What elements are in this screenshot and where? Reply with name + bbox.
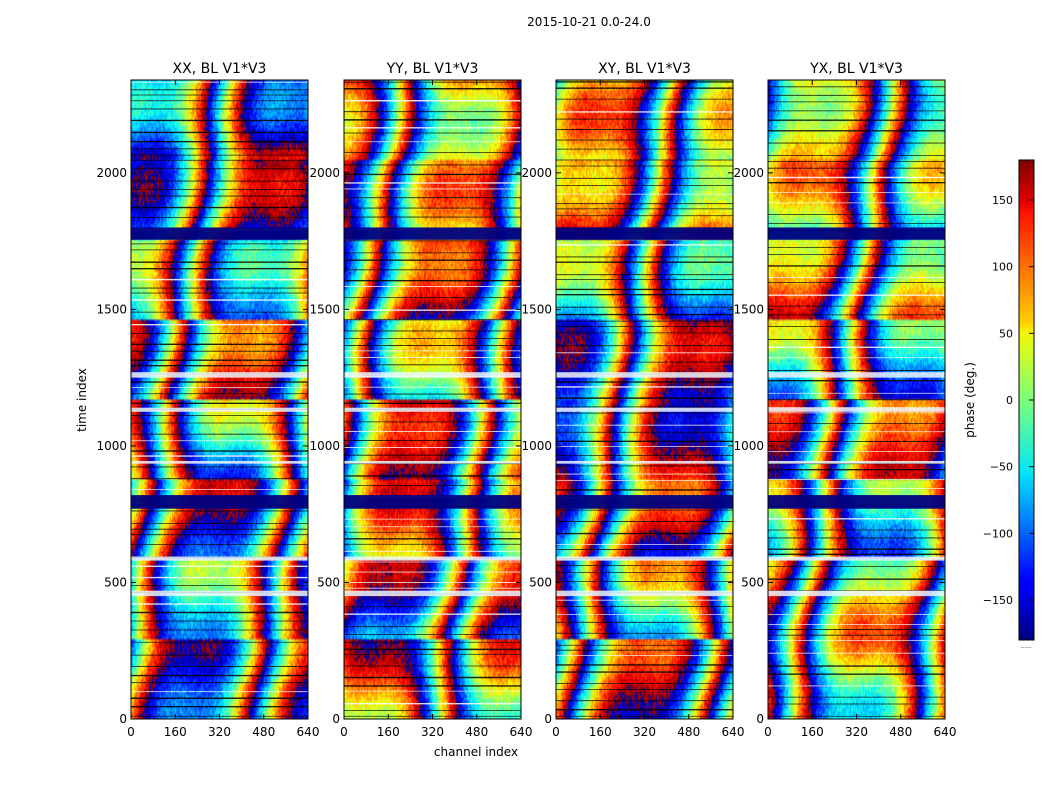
flagged-band bbox=[768, 372, 945, 378]
colorbar-tick-label: 0 bbox=[1006, 394, 1013, 407]
flagged-band bbox=[768, 495, 945, 509]
flagged-band bbox=[131, 407, 308, 412]
y-tick-label: 2000 bbox=[733, 166, 764, 180]
colorbar-tick-label: 150 bbox=[992, 194, 1013, 207]
colorbar-label: phase (deg.) bbox=[963, 362, 977, 438]
x-tick-label: 480 bbox=[889, 725, 912, 739]
colorbar-tick-label: 50 bbox=[999, 327, 1013, 340]
flagged-band bbox=[344, 372, 521, 378]
y-tick-label: 1000 bbox=[309, 439, 340, 453]
y-tick-label: 1000 bbox=[733, 439, 764, 453]
x-tick-label: 480 bbox=[252, 725, 275, 739]
x-tick-label: 320 bbox=[845, 725, 868, 739]
y-tick-label: 2000 bbox=[521, 166, 552, 180]
y-tick-label: 2000 bbox=[96, 166, 127, 180]
flagged-band bbox=[556, 495, 733, 509]
flagged-band bbox=[768, 590, 945, 597]
flagged-band bbox=[131, 227, 308, 240]
x-tick-label: 0 bbox=[552, 725, 560, 739]
panel-2: YY, BL V1*V3 0 160 320 480 640 0 500 1000 1500 200… bbox=[309, 61, 532, 739]
y-tick-label: 1500 bbox=[733, 302, 764, 316]
x-tick-label: 640 bbox=[722, 725, 745, 739]
flagged-band bbox=[131, 372, 308, 378]
x-tick-label: 640 bbox=[297, 725, 320, 739]
flagged-band bbox=[131, 556, 308, 561]
y-tick-label: 1000 bbox=[521, 439, 552, 453]
phase-heatmap bbox=[344, 80, 521, 719]
x-tick-label: 0 bbox=[764, 725, 772, 739]
y-tick-label: 500 bbox=[529, 575, 552, 589]
x-tick-label: 320 bbox=[633, 725, 656, 739]
panels: XX, BL V1*V3 0 160 320 480 640 0 500 1000 1500 200… bbox=[96, 61, 956, 739]
panel-4: YX, BL V1*V3 0 160 320 480 640 0 500 1000 1500 200… bbox=[733, 61, 956, 739]
y-tick-label: 0 bbox=[756, 712, 764, 726]
y-tick-label: 1500 bbox=[96, 302, 127, 316]
flagged-band bbox=[344, 460, 521, 464]
y-tick-label: 1500 bbox=[309, 302, 340, 316]
x-tick-label: 160 bbox=[377, 725, 400, 739]
panel-title: YX, BL V1*V3 bbox=[809, 61, 903, 77]
y-tick-label: 1000 bbox=[96, 439, 127, 453]
flagged-band bbox=[344, 407, 521, 412]
figure-suptitle: 2015-10-21 0.0-24.0 bbox=[527, 15, 651, 29]
x-tick-label: 480 bbox=[465, 725, 488, 739]
phase-heatmap bbox=[131, 80, 308, 719]
colorbar-tick-label: −50 bbox=[990, 461, 1013, 474]
flagged-band bbox=[768, 556, 945, 561]
phase-heatmap bbox=[556, 80, 733, 719]
y-tick-label: 500 bbox=[741, 575, 764, 589]
flagged-band bbox=[556, 372, 733, 378]
x-axis-label: channel index bbox=[434, 745, 518, 759]
flagged-band bbox=[556, 590, 733, 597]
flagged-rows bbox=[556, 81, 733, 717]
colorbar-ticks: 150 100 50 0 −50 −100 −150 bbox=[983, 194, 1034, 607]
panel-title: XX, BL V1*V3 bbox=[173, 61, 267, 77]
x-tick-label: 0 bbox=[340, 725, 348, 739]
flagged-band bbox=[131, 495, 308, 509]
y-tick-label: 2000 bbox=[309, 166, 340, 180]
y-tick-label: 0 bbox=[544, 712, 552, 726]
x-tick-label: 160 bbox=[164, 725, 187, 739]
y-axis-label: time index bbox=[75, 368, 89, 432]
flagged-band bbox=[344, 556, 521, 561]
y-tick-label: 1500 bbox=[521, 302, 552, 316]
flagged-band bbox=[556, 556, 733, 561]
flagged-band bbox=[344, 590, 521, 597]
flagged-band bbox=[556, 407, 733, 412]
colorbar-tick-label: −150 bbox=[983, 594, 1013, 607]
x-tick-label: 160 bbox=[801, 725, 824, 739]
flagged-band bbox=[131, 590, 308, 597]
flagged-band bbox=[768, 227, 945, 240]
panel-3: XY, BL V1*V3 0 160 320 480 640 0 500 1000 1500 200… bbox=[521, 61, 744, 739]
x-tick-label: 320 bbox=[421, 725, 444, 739]
flagged-band bbox=[768, 407, 945, 412]
panel-title: XY, BL V1*V3 bbox=[598, 61, 691, 77]
x-tick-label: 480 bbox=[677, 725, 700, 739]
y-tick-label: 0 bbox=[332, 712, 340, 726]
y-tick-label: 500 bbox=[317, 575, 340, 589]
panel-1: XX, BL V1*V3 0 160 320 480 640 0 500 1000 1500 200… bbox=[96, 61, 319, 739]
flagged-band bbox=[556, 227, 733, 240]
x-tick-label: 0 bbox=[127, 725, 135, 739]
colorbar: 150 100 50 0 −50 −100 −150 phase (deg.) ...... bbox=[963, 159, 1035, 650]
colorbar-tick-label: 100 bbox=[992, 261, 1013, 274]
colorbar-tick-label: −100 bbox=[983, 527, 1013, 540]
y-tick-label: 0 bbox=[119, 712, 127, 726]
y-tick-label: 500 bbox=[104, 575, 127, 589]
flagged-band bbox=[768, 460, 945, 464]
x-tick-label: 160 bbox=[589, 725, 612, 739]
flagged-band bbox=[131, 460, 308, 464]
flagged-band bbox=[344, 227, 521, 240]
flagged-rows bbox=[344, 81, 521, 717]
flagged-rows bbox=[131, 81, 308, 717]
flagged-band bbox=[344, 495, 521, 509]
panel-title: YY, BL V1*V3 bbox=[386, 61, 479, 77]
x-tick-label: 640 bbox=[934, 725, 957, 739]
colorbar-footer: ...... bbox=[1020, 643, 1032, 650]
flagged-band bbox=[556, 460, 733, 464]
x-tick-label: 640 bbox=[510, 725, 533, 739]
flagged-rows bbox=[768, 86, 945, 717]
x-tick-label: 320 bbox=[208, 725, 231, 739]
